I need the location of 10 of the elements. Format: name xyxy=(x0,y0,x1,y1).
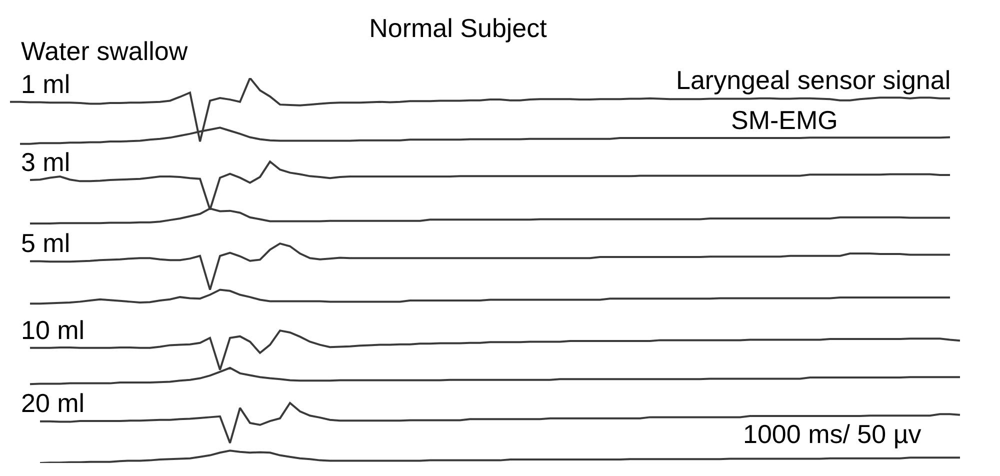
annotation: Laryngeal sensor signal xyxy=(676,65,951,95)
chart-title: Normal Subject xyxy=(369,13,548,44)
annotation: 1000 ms/ 50 µv xyxy=(743,419,922,449)
text: Water swallow xyxy=(21,36,188,66)
series-label: 5 ml xyxy=(21,228,70,258)
series-label: 3 ml xyxy=(21,147,70,177)
series-label: 20 ml xyxy=(21,388,85,418)
series-label: 10 ml xyxy=(21,315,85,345)
series-label: 1 ml xyxy=(21,69,70,99)
annotation: SM-EMG xyxy=(731,105,838,135)
